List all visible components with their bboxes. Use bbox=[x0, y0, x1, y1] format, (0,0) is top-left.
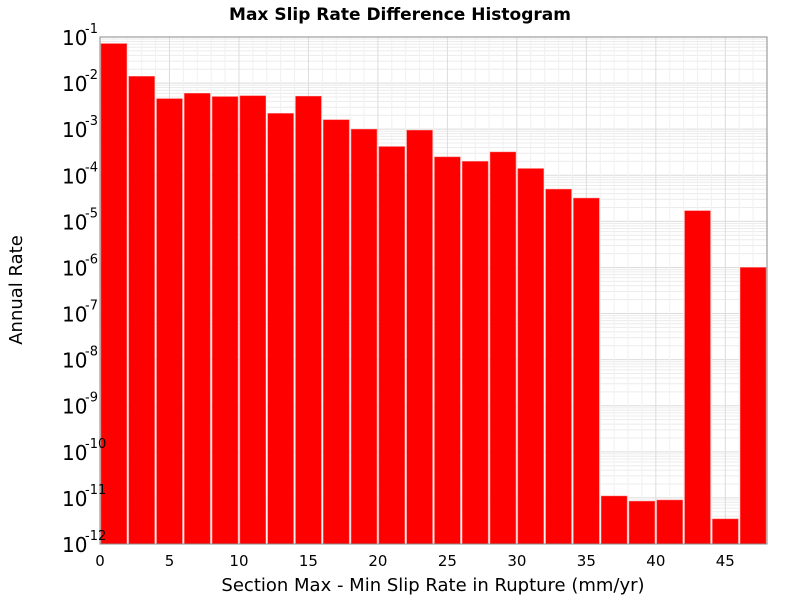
bar bbox=[628, 500, 656, 545]
y-tick-label: 10 bbox=[62, 303, 87, 327]
y-tick-exponent: -10 bbox=[85, 437, 106, 452]
y-tick-exponent: -12 bbox=[85, 529, 106, 544]
bar bbox=[406, 129, 433, 545]
bar bbox=[684, 210, 711, 545]
x-tick-label: 25 bbox=[438, 552, 457, 570]
x-tick-label: 35 bbox=[577, 552, 596, 570]
plot-frame bbox=[99, 36, 768, 545]
y-axis-label: Annual Rate bbox=[6, 235, 27, 345]
y-tick-label: 10 bbox=[62, 349, 87, 373]
bar bbox=[100, 43, 128, 545]
y-tick-label: 10 bbox=[62, 72, 87, 96]
bar bbox=[128, 76, 155, 545]
y-tick-exponent: -5 bbox=[85, 206, 98, 221]
bar bbox=[295, 95, 322, 545]
bar bbox=[184, 93, 211, 545]
y-tick-exponent: -11 bbox=[85, 483, 106, 498]
y-axis-ticks: 10-110-210-310-410-510-610-710-810-910-1… bbox=[62, 22, 106, 557]
y-tick-exponent: -4 bbox=[85, 160, 98, 175]
x-tick-label: 5 bbox=[165, 552, 175, 570]
bar bbox=[211, 96, 239, 545]
y-tick-exponent: -3 bbox=[85, 114, 98, 129]
x-tick-label: 0 bbox=[95, 552, 105, 570]
x-tick-label: 45 bbox=[716, 552, 735, 570]
bar bbox=[656, 499, 683, 545]
x-axis-label: Section Max - Min Slip Rate in Rupture (… bbox=[221, 575, 644, 596]
bar bbox=[267, 113, 294, 545]
x-tick-label: 20 bbox=[368, 552, 387, 570]
bar bbox=[350, 128, 378, 545]
y-tick-label: 10 bbox=[62, 395, 87, 419]
bar bbox=[462, 161, 489, 545]
bar bbox=[545, 188, 572, 545]
y-tick-exponent: -9 bbox=[85, 391, 98, 406]
y-tick-label: 10 bbox=[62, 210, 87, 234]
bar bbox=[378, 146, 405, 545]
bar bbox=[489, 151, 517, 545]
x-tick-label: 30 bbox=[507, 552, 526, 570]
bar bbox=[517, 168, 544, 545]
y-tick-exponent: -2 bbox=[85, 68, 98, 83]
y-tick-exponent: -6 bbox=[85, 252, 98, 267]
y-tick-label: 10 bbox=[62, 118, 87, 142]
bars bbox=[100, 43, 767, 545]
chart-title: Max Slip Rate Difference Histogram bbox=[229, 5, 571, 25]
y-tick-label: 10 bbox=[62, 256, 87, 280]
y-tick-exponent: -8 bbox=[85, 345, 98, 360]
bar bbox=[739, 267, 767, 545]
x-tick-label: 40 bbox=[646, 552, 665, 570]
bar bbox=[712, 518, 739, 545]
bar bbox=[434, 156, 461, 545]
bar bbox=[156, 98, 183, 545]
bar bbox=[573, 197, 600, 545]
y-tick-exponent: -1 bbox=[85, 22, 98, 37]
bar bbox=[323, 119, 350, 545]
x-tick-label: 10 bbox=[229, 552, 248, 570]
grid bbox=[99, 37, 768, 545]
y-tick-exponent: -7 bbox=[85, 299, 98, 314]
y-tick-label: 10 bbox=[62, 441, 87, 465]
y-tick-label: 10 bbox=[62, 487, 87, 511]
y-tick-label: 10 bbox=[62, 26, 87, 50]
y-tick-label: 10 bbox=[62, 533, 87, 557]
y-tick-label: 10 bbox=[62, 164, 87, 188]
x-axis-ticks: 0 5 10 15 20 25 30 35 40 45 bbox=[95, 552, 735, 570]
x-tick-label: 15 bbox=[299, 552, 318, 570]
bar bbox=[601, 495, 628, 545]
bar bbox=[239, 95, 266, 545]
